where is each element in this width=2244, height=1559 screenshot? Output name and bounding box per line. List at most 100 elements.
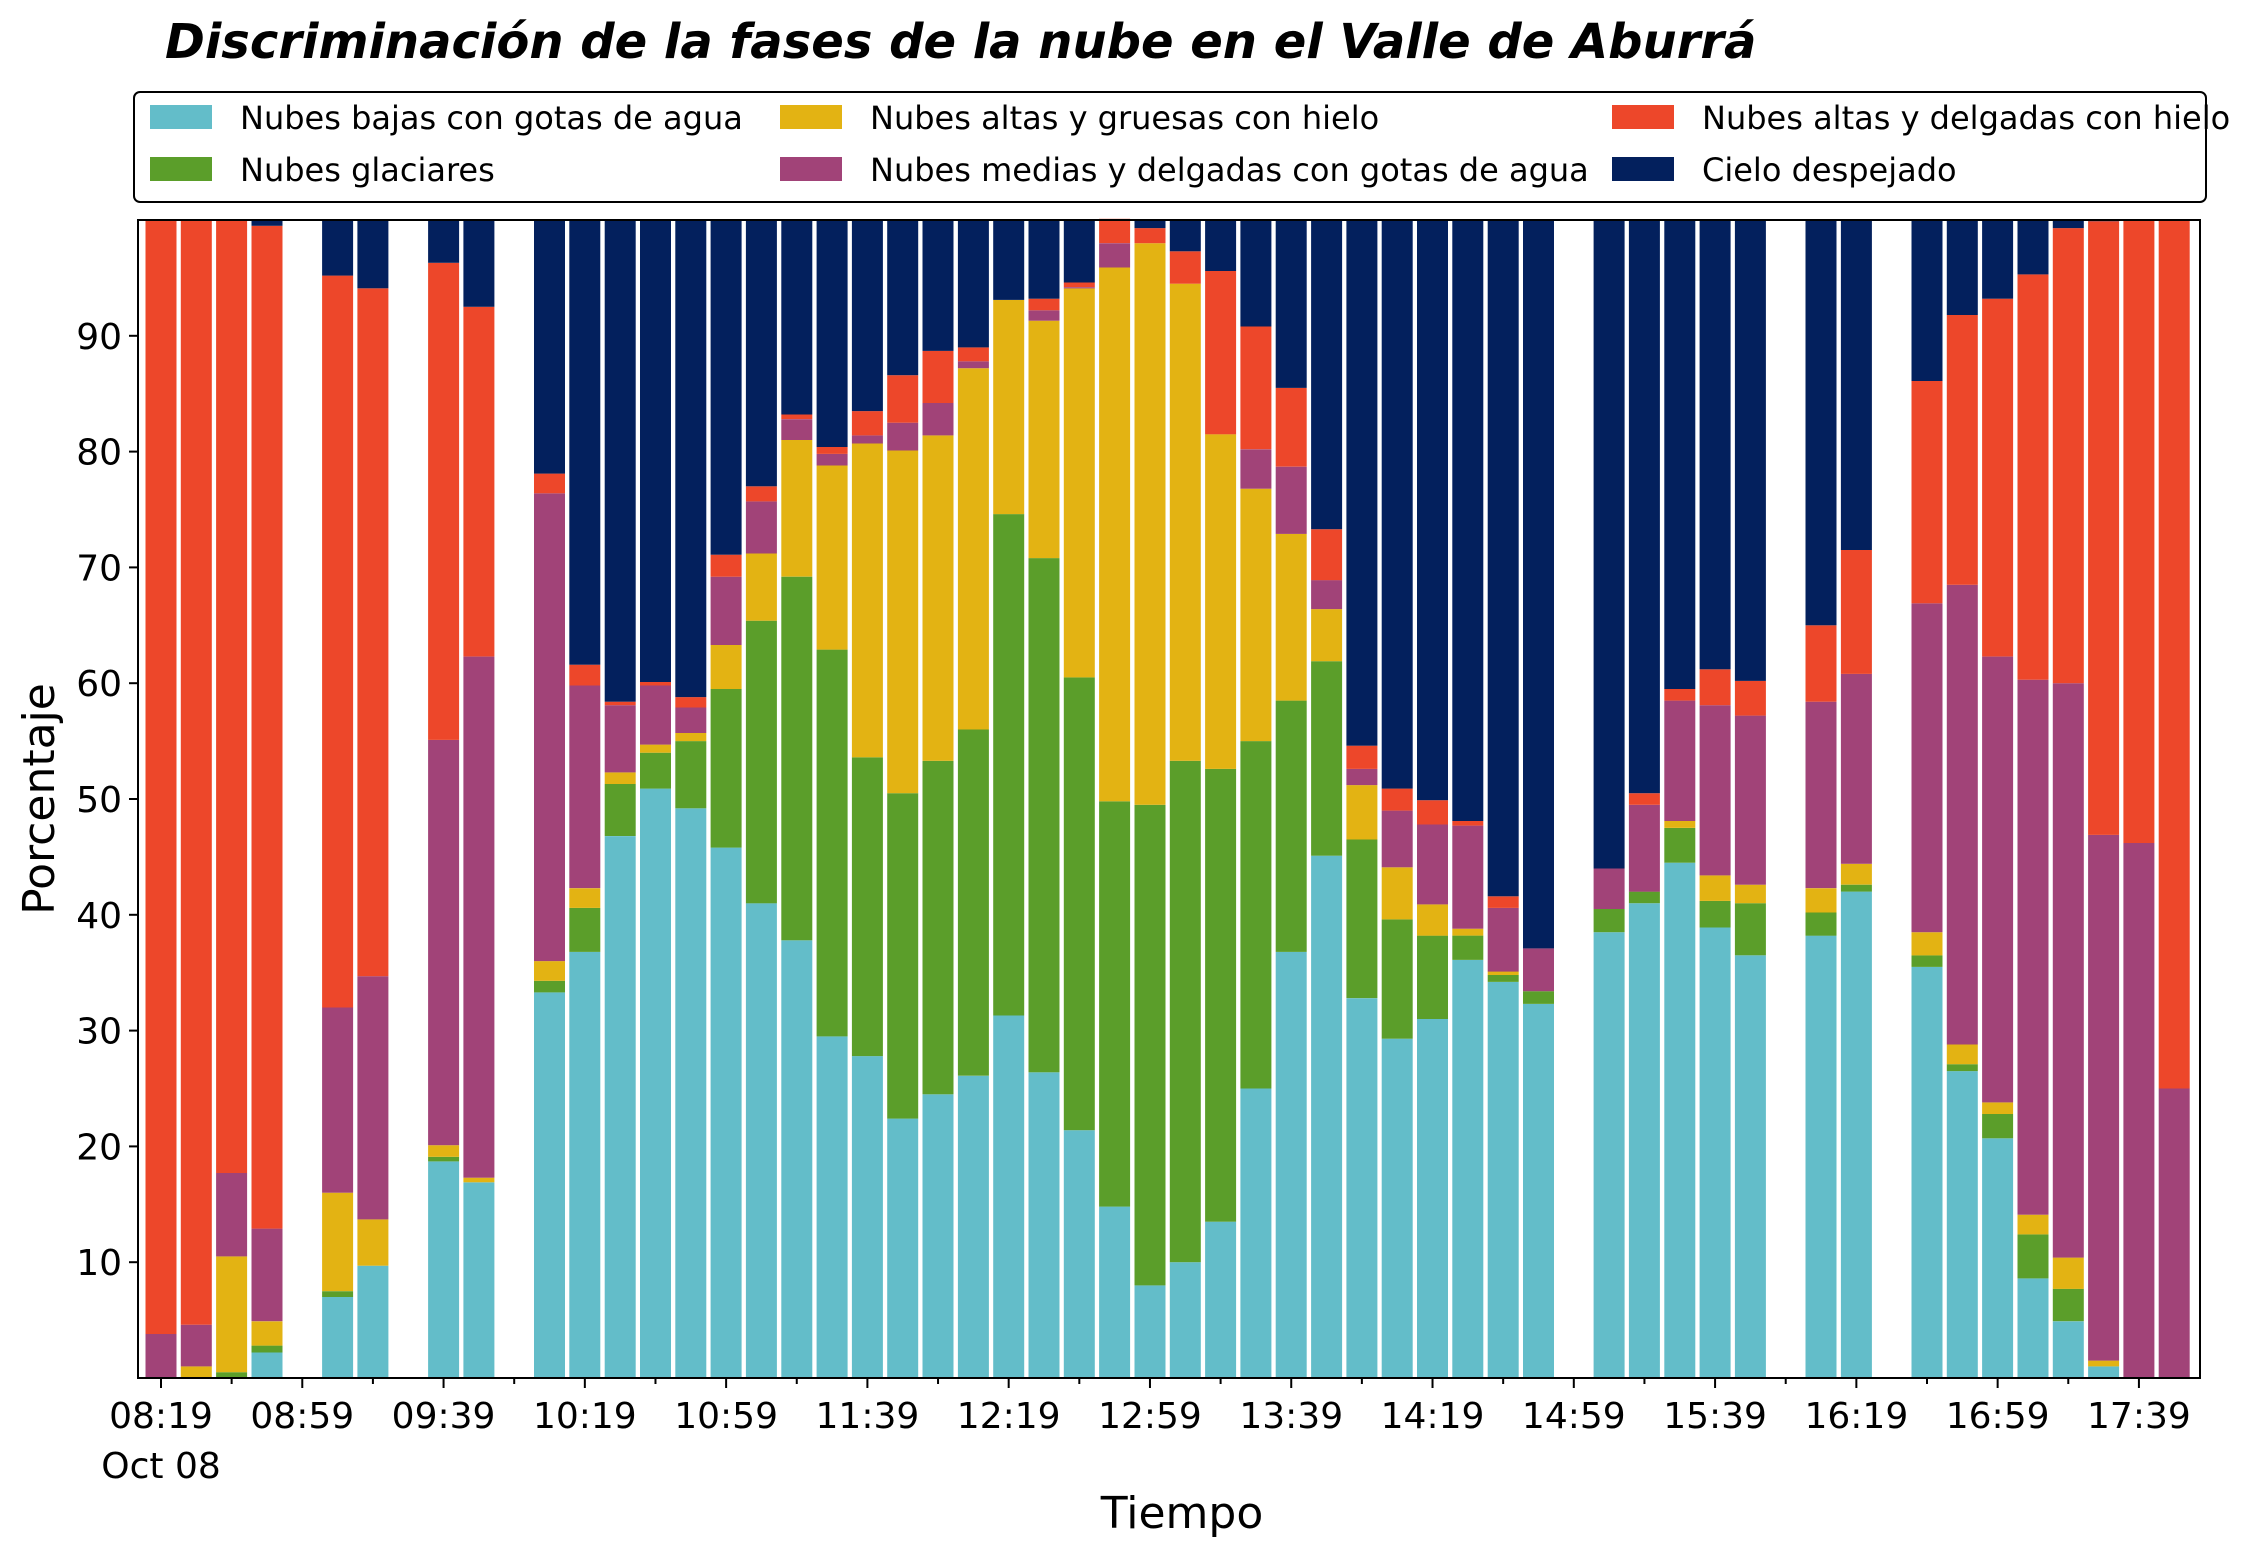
bar-segment-1129-1 [816, 649, 848, 1037]
bar-segment-1159-1 [922, 760, 954, 1095]
bar-segment-1019-1 [569, 907, 601, 952]
bar-segment-1429-5 [1452, 220, 1484, 821]
bar-segment-1219-0 [993, 1015, 1025, 1378]
bar-segment-1359-2 [1346, 785, 1378, 840]
bar-segment-0939-2 [428, 1145, 460, 1157]
bar-segment-0909-1 [322, 1291, 354, 1297]
legend-entry-5: Cielo despejado [1702, 151, 1957, 189]
bar-segment-1659-2 [1982, 1102, 2014, 1114]
bar-stack-1139 [851, 220, 883, 1378]
bar-segment-1229-0 [1028, 1072, 1060, 1378]
bar-segment-1429-3 [1452, 825, 1484, 929]
bar-segment-0849-5 [251, 220, 283, 226]
bar-segment-0829-3 [180, 1324, 212, 1367]
bar-segment-1709-3 [2017, 679, 2049, 1215]
x-tick-label: 16:19 [1804, 1396, 1908, 1437]
bar-segment-1519-3 [1628, 804, 1660, 892]
bar-segment-1609-4 [1805, 625, 1837, 702]
bar-segment-0949-3 [463, 656, 495, 1178]
bar-segment-1109-2 [745, 553, 777, 621]
bar-segment-1229-1 [1028, 558, 1060, 1073]
legend: Nubes bajas con gotas de agua Nubes glaci… [133, 91, 2230, 203]
bar-segment-1449-5 [1523, 220, 1554, 949]
bar-stack-0919 [357, 220, 389, 1378]
bar-segment-1409-1 [1381, 919, 1413, 1039]
bar-segment-1639-3 [1911, 603, 1943, 933]
bar-segment-1319-0 [1205, 1221, 1237, 1378]
bar-segment-1709-2 [2017, 1214, 2049, 1235]
bar-segment-1619-5 [1840, 220, 1872, 550]
bar-stack-1039 [640, 220, 671, 1378]
bar-stack-1219 [993, 220, 1025, 1378]
bar-segment-1039-1 [640, 752, 671, 789]
bar-segment-1239-4 [1063, 282, 1095, 288]
bar-segment-1259-1 [1134, 804, 1166, 1286]
x-tick-label: 08:19 [109, 1396, 213, 1437]
bar-segment-1659-3 [1982, 656, 2014, 1103]
bar-stack-1249 [1099, 218, 1131, 1378]
bar-segment-1359-1 [1346, 839, 1378, 999]
bar-segment-0839-1 [216, 1372, 248, 1378]
bar-segment-1009-0 [534, 992, 565, 1378]
bar-segment-1039-4 [640, 682, 671, 686]
bar-segment-1659-4 [1982, 298, 2014, 657]
x-tick-label: 12:19 [957, 1396, 1061, 1437]
bar-segment-1209-2 [957, 368, 989, 730]
bar-stack-1359 [1346, 220, 1378, 1378]
bars-layer [145, 218, 2190, 1378]
bar-segment-1429-2 [1452, 928, 1484, 936]
bar-stack-1619 [1840, 220, 1872, 1378]
bar-segment-1439-5 [1487, 220, 1519, 897]
bar-segment-1319-2 [1205, 434, 1237, 769]
bar-segment-1329-4 [1240, 326, 1272, 450]
bar-segment-1139-5 [851, 220, 883, 412]
bar-segment-1549-0 [1734, 955, 1766, 1378]
bar-segment-1339-3 [1275, 466, 1307, 534]
bar-segment-1159-5 [922, 220, 954, 351]
bar-segment-1509-5 [1593, 220, 1625, 869]
bar-segment-1159-4 [922, 350, 954, 403]
bar-segment-1049-3 [675, 707, 707, 733]
bar-segment-0909-2 [322, 1192, 354, 1292]
legend-entry-4: Nubes altas y delgadas con hielo [1702, 99, 2230, 137]
bar-segment-1209-3 [957, 361, 989, 369]
bar-segment-1649-2 [1946, 1044, 1978, 1065]
bar-stack-1449 [1523, 220, 1554, 1378]
x-tick-label: 09:39 [392, 1396, 496, 1437]
bar-segment-1419-0 [1417, 1019, 1448, 1378]
bar-segment-1129-0 [816, 1036, 848, 1378]
x-tick-label: 14:19 [1381, 1396, 1485, 1437]
bar-segment-1529-5 [1664, 220, 1696, 689]
bar-stack-1539 [1699, 220, 1731, 1378]
y-tick-label: 80 [76, 433, 122, 474]
bar-segment-1239-5 [1063, 220, 1095, 283]
bar-stack-1109 [745, 220, 777, 1378]
bar-segment-1209-0 [957, 1075, 989, 1378]
bar-segment-1339-2 [1275, 533, 1307, 701]
bar-segment-1149-5 [887, 220, 919, 376]
bar-segment-1139-2 [851, 443, 883, 758]
bar-segment-1719-2 [2052, 1257, 2084, 1289]
x-tick-label: 17:39 [2087, 1396, 2191, 1437]
bar-stack-1609 [1805, 220, 1837, 1378]
bar-stack-1409 [1381, 220, 1413, 1378]
bar-segment-1249-0 [1099, 1206, 1131, 1378]
bar-segment-1639-0 [1911, 966, 1943, 1378]
bar-segment-1329-1 [1240, 741, 1272, 1089]
y-tick-label: 30 [76, 1012, 122, 1053]
bar-segment-1009-3 [534, 493, 565, 962]
bar-segment-1009-4 [534, 473, 565, 494]
bar-segment-1659-0 [1982, 1138, 2014, 1378]
bar-segment-1509-0 [1593, 932, 1625, 1378]
bar-segment-1259-0 [1134, 1285, 1166, 1378]
bar-segment-1549-2 [1734, 884, 1766, 904]
bar-segment-1719-4 [2052, 228, 2084, 684]
bar-stack-1429 [1452, 220, 1484, 1378]
bar-segment-1329-0 [1240, 1088, 1272, 1378]
bar-segment-1539-0 [1699, 927, 1731, 1378]
bar-segment-1449-3 [1523, 948, 1554, 992]
bar-segment-1259-4 [1134, 228, 1166, 244]
bar-segment-1339-5 [1275, 220, 1307, 388]
bar-segment-1029-1 [604, 783, 636, 836]
bar-segment-1029-3 [604, 705, 636, 773]
